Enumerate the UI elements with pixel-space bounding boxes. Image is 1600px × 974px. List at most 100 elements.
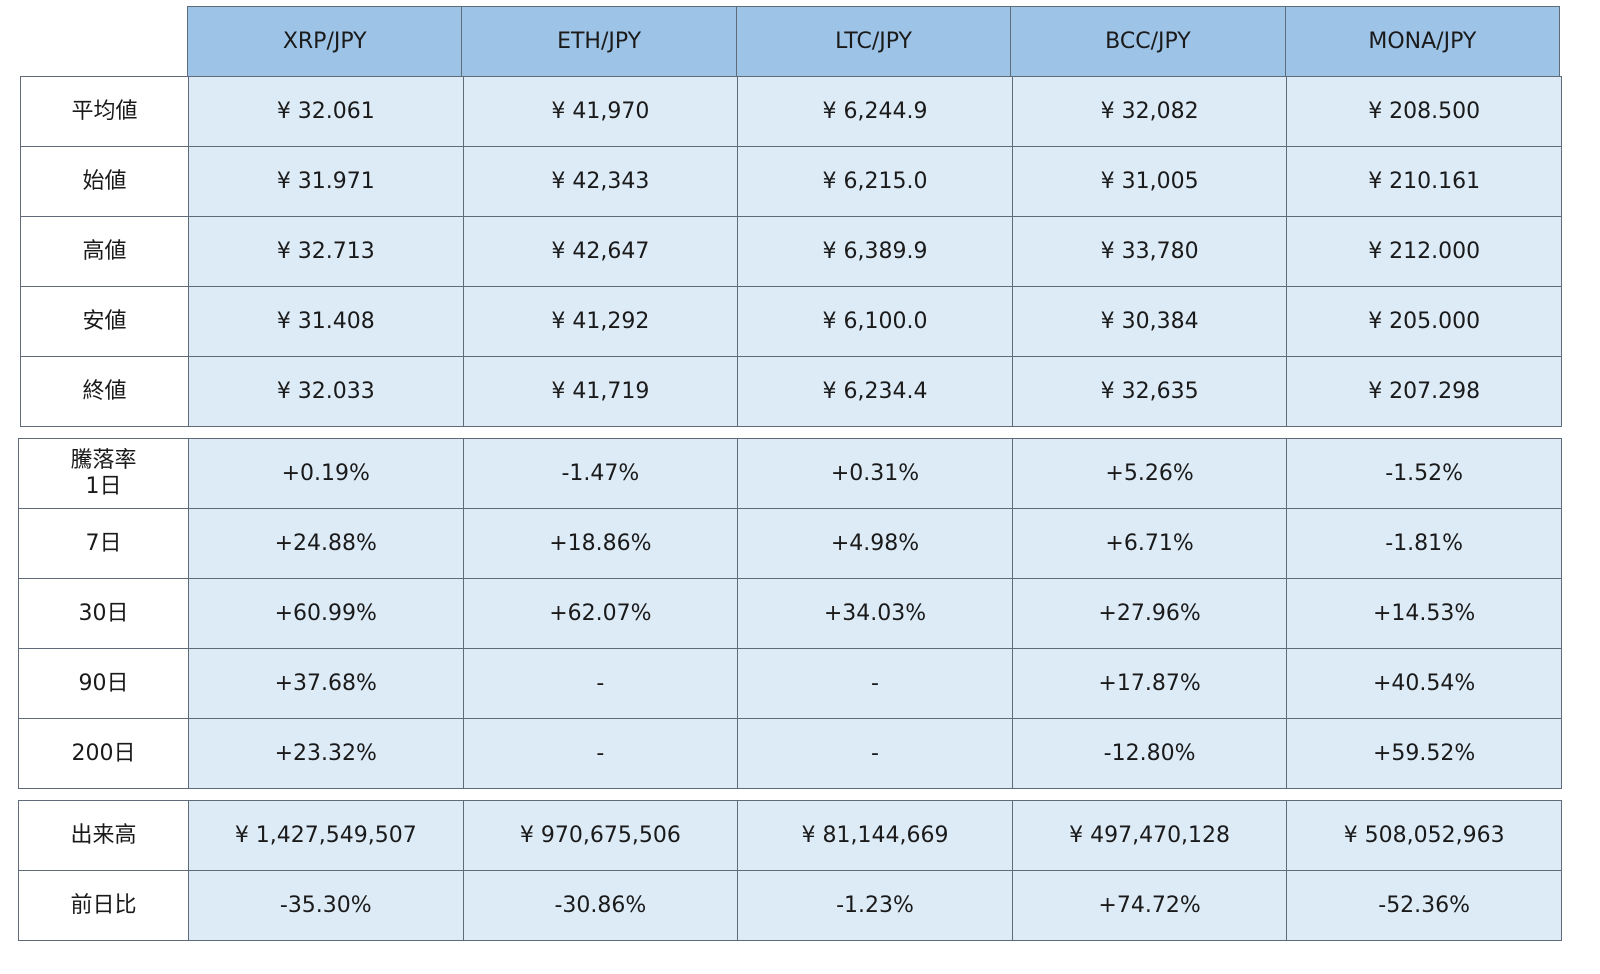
row-label: 始値: [20, 146, 189, 217]
table-cell: -: [737, 718, 1013, 789]
table-cell: ¥ 6,234.4: [737, 356, 1013, 427]
row-label: 7日: [18, 508, 189, 579]
table-cell: +27.96%: [1011, 578, 1288, 649]
table-cell: +0.19%: [188, 438, 464, 509]
table-cell: -: [462, 648, 739, 719]
price-table: 平均値 ¥ 32.061 ¥ 41,970 ¥ 6,244.9 ¥ 32,082 ¥ 20…: [20, 76, 1562, 427]
table-row: 騰落率 1日 +0.19% -1.47% +0.31% +5.26% -1.52%: [18, 438, 1562, 509]
table-cell: +4.98%: [737, 508, 1013, 579]
row-label: 90日: [18, 648, 189, 719]
table-cell: ¥ 32.061: [188, 76, 464, 147]
table-cell: ¥ 42,343: [462, 146, 739, 217]
table-cell: ¥ 41,970: [462, 76, 739, 147]
table-cell: ¥ 31.971: [188, 146, 464, 217]
table-cell: -35.30%: [188, 870, 464, 941]
table-cell: -52.36%: [1286, 870, 1562, 941]
row-label-text: 7日: [85, 530, 122, 556]
table-cell: ¥ 208.500: [1286, 76, 1562, 147]
row-label-text: 200日: [71, 740, 136, 766]
table-row: 200日 +23.32% - - -12.80% +59.52%: [18, 718, 1562, 789]
row-label-text: 1日: [85, 473, 122, 499]
table-cell: ¥ 6,389.9: [737, 216, 1013, 287]
row-label-text: 始値: [82, 168, 127, 194]
table-cell: -30.86%: [462, 870, 739, 941]
table-cell: ¥ 32,082: [1011, 76, 1288, 147]
table-cell: +74.72%: [1011, 870, 1288, 941]
row-label-text: 出来高: [70, 822, 137, 848]
table-cell: +37.68%: [188, 648, 464, 719]
table-cell: ¥ 42,647: [462, 216, 739, 287]
table-cell: ¥ 32,635: [1011, 356, 1288, 427]
row-label: 前日比: [18, 870, 189, 941]
section-title: 騰落率: [70, 447, 137, 473]
row-label: 高値: [20, 216, 189, 287]
table-cell: ¥ 30,384: [1011, 286, 1288, 357]
header-eth: ETH/JPY: [461, 7, 736, 76]
row-label-text: 90日: [78, 670, 129, 696]
table-row: 7日 +24.88% +18.86% +4.98% +6.71% -1.81%: [18, 508, 1562, 579]
table-cell: -1.23%: [737, 870, 1013, 941]
table-cell: ¥ 33,780: [1011, 216, 1288, 287]
row-label-text: 終値: [82, 378, 127, 404]
row-label: 騰落率 1日: [18, 438, 189, 509]
header-ltc: LTC/JPY: [735, 7, 1011, 76]
row-label-text: 30日: [78, 600, 129, 626]
table-cell: +23.32%: [188, 718, 464, 789]
table-cell: ¥ 6,100.0: [737, 286, 1013, 357]
table-cell: +24.88%: [188, 508, 464, 579]
pair-header-row: XRP/JPY ETH/JPY LTC/JPY BCC/JPY MONA/JPY: [187, 6, 1560, 76]
row-label: 平均値: [20, 76, 189, 147]
table-cell: +60.99%: [188, 578, 464, 649]
table-cell: +5.26%: [1011, 438, 1288, 509]
table-cell: ¥ 41,719: [462, 356, 739, 427]
table-cell: ¥ 31,005: [1011, 146, 1288, 217]
row-label-text: 前日比: [70, 892, 137, 918]
table-cell: -: [462, 718, 739, 789]
row-label: 200日: [18, 718, 189, 789]
table-cell: +14.53%: [1286, 578, 1562, 649]
table-cell: ¥ 32.033: [188, 356, 464, 427]
table-cell: +59.52%: [1286, 718, 1562, 789]
table-cell: +6.71%: [1011, 508, 1288, 579]
table-cell: -: [737, 648, 1013, 719]
table-row: 平均値 ¥ 32.061 ¥ 41,970 ¥ 6,244.9 ¥ 32,082 ¥ 20…: [20, 76, 1562, 147]
table-cell: -1.47%: [462, 438, 739, 509]
table-cell: ¥ 6,244.9: [737, 76, 1013, 147]
table-cell: -1.52%: [1286, 438, 1562, 509]
table-cell: +17.87%: [1011, 648, 1288, 719]
row-label: 30日: [18, 578, 189, 649]
table-row: 30日 +60.99% +62.07% +34.03% +27.96% +14.53%: [18, 578, 1562, 649]
table-cell: ¥ 970,675,506: [462, 800, 739, 871]
table-cell: ¥ 497,470,128: [1011, 800, 1288, 871]
header-bcc: BCC/JPY: [1010, 7, 1285, 76]
table-row: 前日比 -35.30% -30.86% -1.23% +74.72% -52.36%: [18, 870, 1562, 941]
table-cell: +34.03%: [737, 578, 1013, 649]
table-cell: ¥ 508,052,963: [1286, 800, 1562, 871]
table-cell: ¥ 207.298: [1286, 356, 1562, 427]
row-label: 終値: [20, 356, 189, 427]
table-cell: -1.81%: [1286, 508, 1562, 579]
table-cell: ¥ 212.000: [1286, 216, 1562, 287]
change-rate-table: 騰落率 1日 +0.19% -1.47% +0.31% +5.26% -1.52% 7日 +24…: [18, 438, 1562, 789]
table-cell: +62.07%: [462, 578, 739, 649]
header-xrp: XRP/JPY: [188, 7, 462, 76]
table-cell: ¥ 81,144,669: [737, 800, 1013, 871]
table-row: 始値 ¥ 31.971 ¥ 42,343 ¥ 6,215.0 ¥ 31,005 ¥ 210…: [20, 146, 1562, 217]
table-cell: ¥ 32.713: [188, 216, 464, 287]
table-cell: ¥ 1,427,549,507: [188, 800, 464, 871]
table-cell: ¥ 210.161: [1286, 146, 1562, 217]
row-label-text: 高値: [82, 238, 127, 264]
table-row: 90日 +37.68% - - +17.87% +40.54%: [18, 648, 1562, 719]
table-cell: -12.80%: [1011, 718, 1288, 789]
table-cell: ¥ 31.408: [188, 286, 464, 357]
header-mona: MONA/JPY: [1284, 7, 1560, 76]
table-cell: +40.54%: [1286, 648, 1562, 719]
table-cell: ¥ 6,215.0: [737, 146, 1013, 217]
table-row: 安値 ¥ 31.408 ¥ 41,292 ¥ 6,100.0 ¥ 30,384 ¥ 205…: [20, 286, 1562, 357]
table-row: 終値 ¥ 32.033 ¥ 41,719 ¥ 6,234.4 ¥ 32,635 ¥ 207…: [20, 356, 1562, 427]
row-label: 安値: [20, 286, 189, 357]
table-cell: +18.86%: [462, 508, 739, 579]
row-label-text: 安値: [82, 308, 127, 334]
table-cell: +0.31%: [737, 438, 1013, 509]
table-row: 出来高 ¥ 1,427,549,507 ¥ 970,675,506 ¥ 81,144,…: [18, 800, 1562, 871]
